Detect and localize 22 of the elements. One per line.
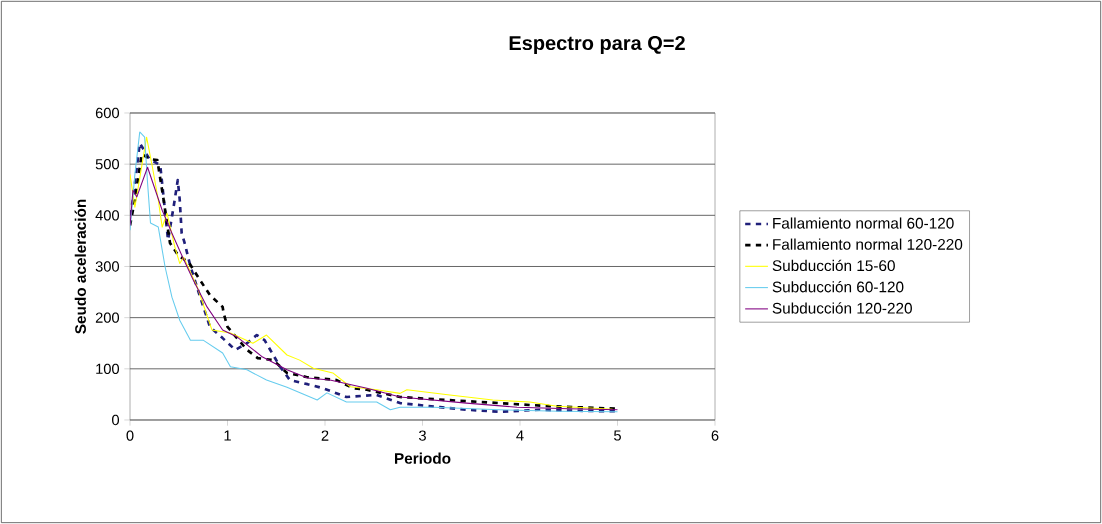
y-tick-label: 300 xyxy=(95,261,120,272)
chart-title: Espectro para Q=2 xyxy=(509,35,685,55)
legend-label: Subducción 15-60 xyxy=(772,259,895,272)
y-tick-label: 100 xyxy=(96,363,120,375)
x-tick-label: 4 xyxy=(516,430,524,441)
x-tick-label: 5 xyxy=(614,430,621,441)
legend-label: Subducción 120-220 xyxy=(772,302,912,314)
legend-label: Fallamiento normal 60-120 xyxy=(773,217,954,229)
x-tick-label: 6 xyxy=(711,430,719,441)
y-tick-label: 0 xyxy=(112,414,120,426)
x-axis-title: Periodo xyxy=(394,452,451,464)
x-tick-label: 0 xyxy=(126,430,134,441)
legend-label: Subducción 60-120 xyxy=(772,280,904,293)
y-tick-label: 200 xyxy=(95,312,120,323)
legend-label: Fallamiento normal 120-220 xyxy=(773,238,963,250)
y-tick-label: 500 xyxy=(95,158,120,170)
y-tick-label: 400 xyxy=(95,210,120,221)
x-tick-label: 3 xyxy=(418,430,426,441)
y-axis-title: Seudo aceleración xyxy=(74,199,86,334)
y-tick-label: 600 xyxy=(95,107,120,119)
x-tick-label: 1 xyxy=(224,430,231,441)
x-tick-label: 2 xyxy=(321,430,329,441)
